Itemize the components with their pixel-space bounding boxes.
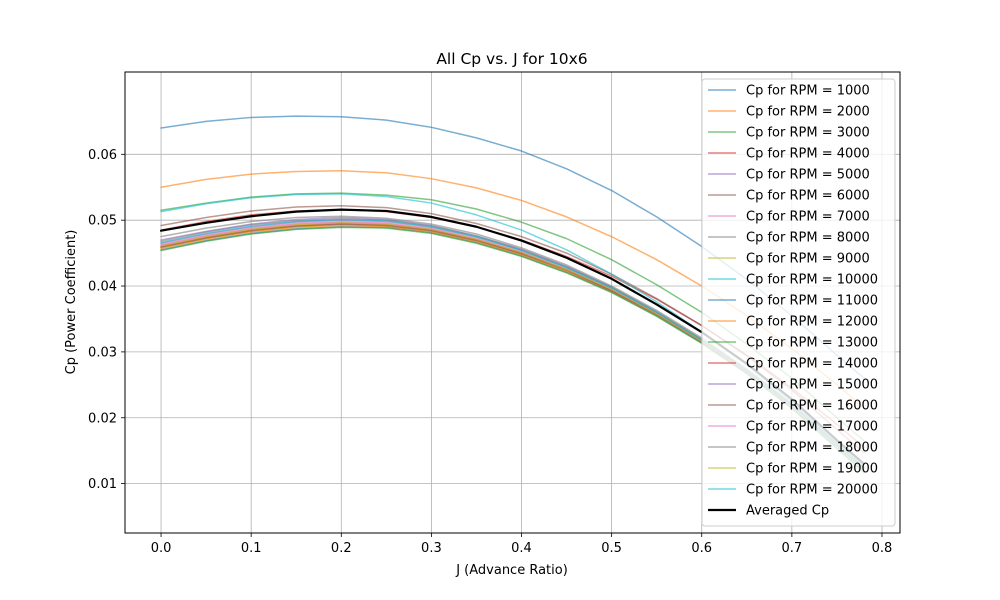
x-tick-label: 0.1 — [241, 541, 262, 556]
y-tick-label: 0.01 — [88, 477, 117, 492]
legend-entry: Cp for RPM = 20000 — [746, 483, 878, 498]
legend-entry: Cp for RPM = 6000 — [746, 189, 870, 204]
legend-entry: Cp for RPM = 14000 — [746, 357, 878, 372]
legend-entry: Averaged Cp — [746, 504, 829, 519]
legend-entry: Cp for RPM = 2000 — [746, 105, 870, 120]
y-tick-label: 0.05 — [88, 214, 117, 229]
x-tick-label: 0.0 — [151, 541, 172, 556]
x-tick-label: 0.8 — [872, 541, 893, 556]
x-tick-label: 0.6 — [691, 541, 712, 556]
x-tick-label: 0.7 — [782, 541, 803, 556]
x-tick-label: 0.4 — [511, 541, 532, 556]
chart-title: All Cp vs. J for 10x6 — [436, 50, 587, 68]
y-tick-label: 0.04 — [88, 280, 117, 295]
plot-area-frame — [124, 71, 901, 534]
legend-entry: Cp for RPM = 5000 — [746, 168, 870, 183]
y-tick-label: 0.02 — [88, 411, 117, 426]
legend-entry: Cp for RPM = 15000 — [746, 378, 878, 393]
legend-entry: Cp for RPM = 4000 — [746, 147, 870, 162]
x-tick-label: 0.5 — [601, 541, 622, 556]
x-axis-label: J (Advance Ratio) — [455, 563, 568, 578]
legend-entry: Cp for RPM = 13000 — [746, 336, 878, 351]
legend: Cp for RPM = 1000 Cp for RPM = 2000 Cp for… — [701, 78, 896, 527]
y-tick-label: 0.03 — [88, 345, 117, 360]
legend-entry: Cp for RPM = 1000 — [746, 84, 870, 99]
legend-entry: Cp for RPM = 16000 — [746, 399, 878, 414]
x-tick-label: 0.3 — [421, 541, 442, 556]
legend-entry: Cp for RPM = 12000 — [746, 315, 878, 330]
ticks-layer: 0.0 0.1 0.2 0.3 0.4 0.5 0.6 0.7 0.8 0.01 0.02 0.03 0… — [88, 148, 892, 556]
legend-entry: Cp for RPM = 10000 — [746, 273, 878, 288]
legend-box — [701, 78, 896, 527]
legend-entry: Cp for RPM = 19000 — [746, 462, 878, 477]
x-tick-label: 0.2 — [331, 541, 352, 556]
legend-entry: Cp for RPM = 8000 — [746, 231, 870, 246]
y-axis-label: Cp (Power Coefficient) — [64, 230, 79, 375]
legend-entry: Cp for RPM = 11000 — [746, 294, 878, 309]
legend-entry: Cp for RPM = 17000 — [746, 420, 878, 435]
legend-entry: Cp for RPM = 9000 — [746, 252, 870, 267]
y-tick-label: 0.06 — [88, 148, 117, 163]
legend-entry: Cp for RPM = 18000 — [746, 441, 878, 456]
legend-entry: Cp for RPM = 3000 — [746, 126, 870, 141]
legend-entry: Cp for RPM = 7000 — [746, 210, 870, 225]
